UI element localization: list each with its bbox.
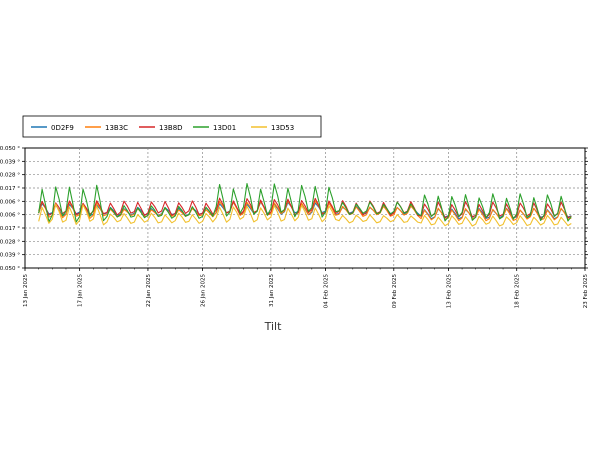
legend-label-13b3c: 13B3C bbox=[105, 124, 128, 132]
legend-label-0d2f9: 0D2F9 bbox=[51, 124, 74, 132]
legend-label-13b8d: 13B8D bbox=[159, 124, 183, 132]
series-line-13b8d bbox=[38, 197, 572, 220]
y-tick-label: -0.039 ° bbox=[0, 253, 20, 259]
x-tick-label: 13 Feb 2025 bbox=[446, 274, 452, 309]
x-tick-label: 23 Feb 2025 bbox=[583, 274, 589, 309]
y-tick-label: 0.006 ° bbox=[0, 199, 20, 205]
series-line-13d01 bbox=[38, 183, 572, 223]
series-line-13b3c bbox=[38, 200, 572, 222]
y-axis: -0.050 ° -0.039 ° -0.028 ° -0.017 ° -0.006 °… bbox=[0, 146, 588, 272]
y-tick-label: 0.039 ° bbox=[0, 159, 20, 165]
x-tick-label: 22 Jan 2025 bbox=[146, 274, 152, 307]
legend-label-13d53: 13D53 bbox=[271, 124, 294, 132]
y-tick-label: 0.050 ° bbox=[0, 146, 20, 152]
legend: 0D2F9 13B3C 13B8D 13D01 13D53 bbox=[22, 115, 322, 138]
y-tick-label: -0.017 ° bbox=[0, 226, 20, 232]
y-tick-label: -0.050 ° bbox=[0, 266, 20, 272]
x-tick-label: 04 Feb 2025 bbox=[323, 274, 329, 309]
y-tick-label: 0.017 ° bbox=[0, 186, 20, 192]
legend-label-13d01: 13D01 bbox=[213, 124, 236, 132]
y-tick-label: 0.028 ° bbox=[0, 173, 20, 179]
y-tick-label: -0.028 ° bbox=[0, 239, 20, 245]
x-axis-label: Tilt bbox=[264, 320, 282, 333]
series-line-13d53 bbox=[38, 203, 572, 227]
x-axis: 13 Jan 2025 17 Jan 2025 22 Jan 2025 26 Jan … bbox=[23, 268, 589, 308]
plot-area bbox=[24, 147, 586, 269]
x-tick-label: 09 Feb 2025 bbox=[392, 274, 398, 309]
x-tick-label: 17 Jan 2025 bbox=[78, 274, 84, 307]
x-tick-label: 18 Feb 2025 bbox=[515, 274, 521, 309]
y-tick-label: -0.006 ° bbox=[0, 213, 20, 219]
x-tick-label: 31 Jan 2025 bbox=[269, 274, 275, 307]
x-tick-label: 26 Jan 2025 bbox=[201, 274, 207, 307]
legend-box bbox=[22, 115, 322, 138]
x-tick-label: 13 Jan 2025 bbox=[23, 274, 29, 307]
